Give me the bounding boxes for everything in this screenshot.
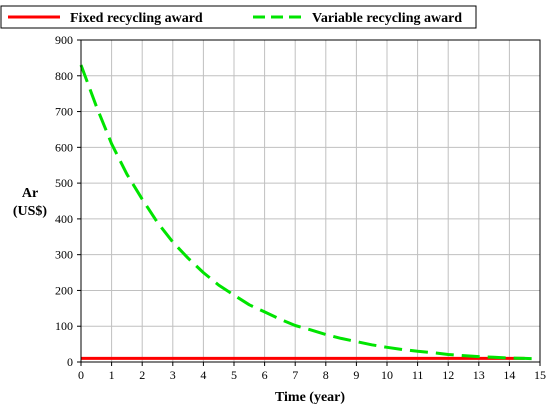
x-tick-label: 6 bbox=[262, 368, 268, 382]
legend-box bbox=[0, 5, 477, 29]
x-tick-label: 0 bbox=[78, 368, 84, 382]
x-tick-label: 2 bbox=[139, 368, 145, 382]
series-line-variable bbox=[79, 64, 541, 361]
x-tick-label: 3 bbox=[170, 368, 176, 382]
legend-label-variable: Variable recycling award bbox=[312, 11, 462, 26]
y-tick-label: 800 bbox=[55, 69, 73, 83]
y-tick-label: 900 bbox=[55, 33, 73, 47]
x-tick-label: 11 bbox=[412, 368, 424, 382]
legend: Fixed recycling award Variable recycling… bbox=[0, 5, 477, 29]
y-tick-label: 700 bbox=[55, 105, 73, 119]
x-tick-label: 7 bbox=[292, 368, 298, 382]
y-tick-label: 600 bbox=[55, 140, 73, 154]
x-tick-label: 10 bbox=[381, 368, 393, 382]
x-tick-label: 12 bbox=[442, 368, 454, 382]
y-tick-label: 300 bbox=[55, 248, 73, 262]
x-tick-label: 14 bbox=[503, 368, 515, 382]
legend-label-fixed: Fixed recycling award bbox=[70, 11, 203, 26]
x-tick-label: 13 bbox=[473, 368, 485, 382]
grid bbox=[80, 39, 541, 363]
ticks: 0 1 2 3 4 5 6 7 8 9 10 11 12 13 14 15010020030040050060… bbox=[55, 33, 546, 382]
series-layer bbox=[79, 64, 541, 361]
plot-frame bbox=[80, 39, 541, 363]
x-tick-label: 9 bbox=[353, 368, 359, 382]
y-tick-label: 500 bbox=[55, 176, 73, 190]
x-tick-label: 5 bbox=[231, 368, 237, 382]
x-tick-label: 15 bbox=[534, 368, 546, 382]
x-axis-title: Time (year) bbox=[275, 390, 345, 405]
y-axis-title-line1: Ar bbox=[22, 186, 38, 201]
x-tick-label: 4 bbox=[200, 368, 206, 382]
x-tick-label: 8 bbox=[323, 368, 329, 382]
y-tick-label: 200 bbox=[55, 283, 73, 297]
y-tick-label: 0 bbox=[67, 355, 73, 369]
x-tick-label: 1 bbox=[109, 368, 115, 382]
y-tick-label: 400 bbox=[55, 212, 73, 226]
y-axis-title-line2: (US$) bbox=[13, 204, 48, 219]
y-tick-label: 100 bbox=[55, 319, 73, 333]
